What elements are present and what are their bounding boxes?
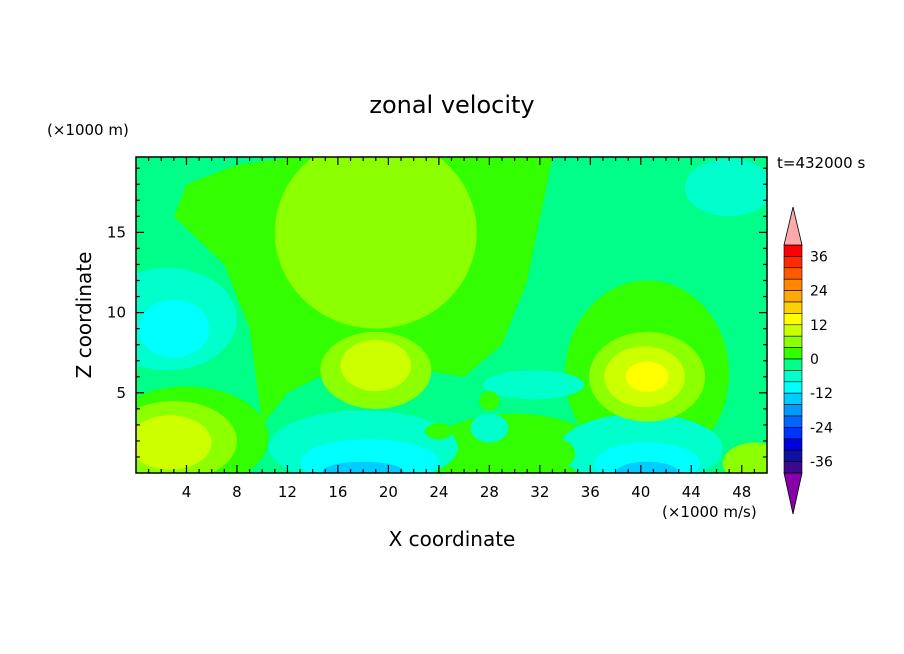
colorbar: 36 24 12 0 -12 -24 -36 (783, 206, 833, 515)
colorbar-segment (783, 404, 803, 417)
x-tick-label: 32 (530, 483, 549, 501)
y-unit-label: (×1000 m) (47, 121, 129, 139)
colorbar-segment (783, 370, 803, 383)
y-tick-label: 5 (116, 384, 126, 402)
colorbar-segment (783, 438, 803, 451)
colorbar-tick-label: 36 (810, 249, 828, 265)
x-tick-label: 4 (182, 483, 192, 501)
x-axis-label: X coordinate (389, 527, 516, 551)
colorbar-tick-label: -12 (810, 386, 833, 402)
chart-title: zonal velocity (369, 91, 534, 119)
colorbar-tick-label: 24 (810, 284, 828, 300)
colorbar-segment (783, 427, 803, 440)
colorbar-segment (783, 381, 803, 394)
contour-region (136, 415, 212, 470)
colorbar-segment (783, 358, 803, 371)
x-tick-label: 8 (232, 483, 242, 501)
x-axis-ticks: 4 8 12 16 20 24 28 32 36 40 44 48 (148, 157, 755, 501)
x-tick-label: 48 (732, 483, 751, 501)
colorbar-segment (783, 278, 803, 291)
x-tick-label: 28 (480, 483, 499, 501)
colorbar-segment (783, 244, 803, 257)
colorbar-segment (783, 313, 803, 326)
contour-region (340, 339, 412, 392)
contour-region (594, 442, 701, 473)
contour-region (684, 158, 767, 217)
x-tick-label: 44 (682, 483, 701, 501)
x-tick-label: 40 (631, 483, 650, 501)
colorbar-over-triangle (783, 206, 803, 246)
time-label: t=432000 s (777, 154, 865, 172)
y-axis-label: Z coordinate (72, 252, 96, 379)
contour-field (136, 157, 767, 473)
colorbar-segment (783, 392, 803, 405)
colorbar-tick-label: 12 (810, 318, 828, 334)
colorbar-tick-label: -36 (810, 455, 833, 471)
x-tick-label: 12 (278, 483, 297, 501)
contour-region (625, 361, 669, 392)
colorbar-segment (783, 449, 803, 462)
colorbar-segment (783, 256, 803, 269)
contour-region (479, 391, 500, 411)
x-tick-label: 16 (328, 483, 347, 501)
colorbar-segment (783, 347, 803, 360)
colorbar-segment (783, 461, 803, 474)
contour-region (529, 437, 576, 470)
colorbar-under-triangle (783, 472, 803, 515)
contour-region (424, 423, 453, 440)
contour-region (138, 299, 210, 358)
y-axis-ticks: 5 10 15 (107, 167, 767, 458)
colorbar-segment (783, 267, 803, 280)
colorbar-segment (783, 335, 803, 348)
colorbar-segment (783, 324, 803, 337)
colorbar-segment (783, 415, 803, 428)
contour-region (470, 413, 509, 443)
x-tick-label: 24 (429, 483, 448, 501)
contour-region (300, 439, 439, 473)
contour-region (722, 442, 767, 473)
x-tick-label: 20 (379, 483, 398, 501)
x-unit-label: (×1000 m/s) (662, 503, 757, 521)
y-tick-label: 10 (107, 304, 126, 322)
y-tick-label: 15 (107, 223, 126, 241)
contour-region (616, 461, 678, 473)
colorbar-tick-label: -24 (810, 420, 833, 436)
contour-region (483, 370, 585, 400)
colorbar-tick-label: 0 (810, 352, 819, 368)
colorbar-segment (783, 301, 803, 314)
contour-region (322, 461, 404, 473)
x-tick-label: 36 (581, 483, 600, 501)
contour-region (371, 179, 468, 276)
colorbar-segment (783, 290, 803, 303)
